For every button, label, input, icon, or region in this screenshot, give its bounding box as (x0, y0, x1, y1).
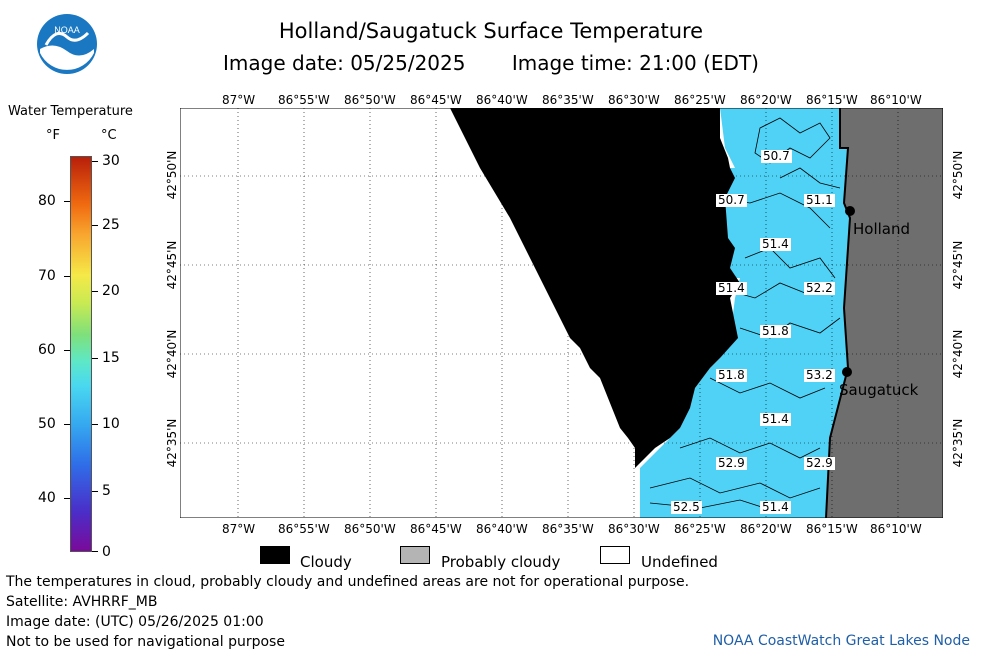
lon-label-bottom: 86°25'W (674, 522, 726, 536)
image-time: Image time: 21:00 (EDT) (511, 51, 759, 75)
lat-label-right: 42°50'N (951, 150, 965, 200)
legend-swatch-cloudy (260, 546, 290, 564)
f-tick: 70 (38, 268, 56, 284)
f-tick-mark (64, 424, 70, 425)
c-tick: 5 (102, 483, 111, 499)
lat-label-left: 42°35'N (165, 418, 179, 468)
f-tick: 60 (38, 342, 56, 358)
city-label-holland: Holland (853, 220, 911, 238)
f-tick-mark (64, 498, 70, 499)
c-tick-mark (92, 161, 98, 162)
lon-label-bottom: 86°45'W (410, 522, 462, 536)
c-tick-mark (92, 358, 98, 359)
lon-label-top: 86°35'W (542, 93, 594, 107)
lon-label-bottom: 86°50'W (344, 522, 396, 536)
lon-label-bottom: 86°35'W (542, 522, 594, 536)
lon-label-bottom: 86°40'W (476, 522, 528, 536)
sst-value: 52.2 (804, 281, 835, 295)
graticule (180, 108, 943, 518)
lat-label-right: 42°35'N (951, 418, 965, 468)
unit-celsius: °C (101, 128, 117, 143)
c-tick-mark (92, 424, 98, 425)
unit-fahrenheit: °F (46, 128, 60, 143)
legend-label-probably-cloudy: Probably cloudy (441, 553, 561, 571)
cloud-area (450, 108, 740, 468)
lon-label-bottom: 86°30'W (608, 522, 660, 536)
sst-value: 50.7 (716, 193, 747, 207)
lon-label-top: 86°45'W (410, 93, 462, 107)
sst-map (179, 107, 944, 519)
legend-label-undefined: Undefined (641, 553, 718, 571)
logo-text: NOAA (54, 25, 80, 35)
c-tick: 15 (102, 350, 120, 366)
colorbar-title: Water Temperature (8, 104, 133, 119)
shoreline (825, 108, 852, 519)
footer-utc-date: Image date: (UTC) 05/26/2025 01:00 (6, 614, 264, 630)
c-tick-mark (92, 551, 98, 552)
f-tick-mark (64, 350, 70, 351)
lon-label-top: 86°50'W (344, 93, 396, 107)
footer-navigation-warning: Not to be used for navigational purpose (6, 634, 285, 650)
lat-label-left: 42°40'N (165, 329, 179, 379)
city-label-saugatuck: Saugatuck (839, 381, 919, 399)
legend-swatch-probably-cloudy (400, 546, 430, 564)
lon-label-top: 87°W (222, 93, 256, 107)
lon-label-top: 86°20'W (740, 93, 792, 107)
sst-value: 53.2 (804, 368, 835, 382)
sst-value: 51.4 (760, 500, 791, 514)
saugatuck-marker (842, 367, 852, 377)
legend-label-cloudy: Cloudy (300, 553, 352, 571)
c-tick-mark (92, 291, 98, 292)
lon-label-bottom: 87°W (222, 522, 256, 536)
c-tick-mark (92, 225, 98, 226)
sst-value: 51.4 (760, 412, 791, 426)
sst-value: 50.7 (761, 149, 792, 163)
page-title: Holland/Saugatuck Surface Temperature (278, 19, 704, 43)
c-tick: 25 (102, 217, 120, 233)
temperature-colorbar (70, 156, 92, 552)
lon-label-bottom: 86°20'W (740, 522, 792, 536)
image-datetime: Image date: 05/25/2025 Image time: 21:00… (0, 51, 982, 75)
sst-value: 51.4 (760, 237, 791, 251)
footer-credit: NOAA CoastWatch Great Lakes Node (712, 633, 970, 649)
lon-label-top: 86°25'W (674, 93, 726, 107)
sst-value: 52.9 (804, 456, 835, 470)
lon-label-top: 86°55'W (278, 93, 330, 107)
f-tick-mark (64, 276, 70, 277)
lat-label-right: 42°40'N (951, 329, 965, 379)
sst-value: 51.8 (716, 368, 747, 382)
image-date: Image date: 05/25/2025 (223, 51, 466, 75)
lon-label-bottom: 86°10'W (870, 522, 922, 536)
sst-value: 51.8 (760, 324, 791, 338)
lat-label-right: 42°45'N (951, 240, 965, 290)
land-area (826, 108, 943, 518)
lon-label-top: 86°10'W (870, 93, 922, 107)
sst-value: 51.4 (716, 281, 747, 295)
sst-value: 52.9 (716, 456, 747, 470)
lon-label-top: 86°15'W (806, 93, 858, 107)
lon-label-bottom: 86°55'W (278, 522, 330, 536)
noaa-logo: NOAA (36, 13, 98, 75)
f-tick: 80 (38, 193, 56, 209)
c-tick: 20 (102, 283, 120, 299)
lat-label-left: 42°50'N (165, 150, 179, 200)
c-tick: 30 (102, 153, 120, 169)
lon-label-top: 86°30'W (608, 93, 660, 107)
footer-satellite: Satellite: AVHRRF_MB (6, 594, 158, 610)
c-tick: 10 (102, 416, 120, 432)
lon-label-top: 86°40'W (476, 93, 528, 107)
holland-marker (845, 206, 855, 216)
lat-label-left: 42°45'N (165, 240, 179, 290)
f-tick-mark (64, 201, 70, 202)
f-tick: 50 (38, 416, 56, 432)
sst-value: 51.1 (804, 193, 835, 207)
c-tick-mark (92, 491, 98, 492)
water-area (640, 108, 850, 518)
f-tick: 40 (38, 490, 56, 506)
lon-label-bottom: 86°15'W (806, 522, 858, 536)
legend-swatch-undefined (600, 546, 630, 564)
sst-value: 52.5 (671, 500, 702, 514)
footer-disclaimer: The temperatures in cloud, probably clou… (6, 574, 690, 590)
c-tick: 0 (102, 544, 111, 560)
